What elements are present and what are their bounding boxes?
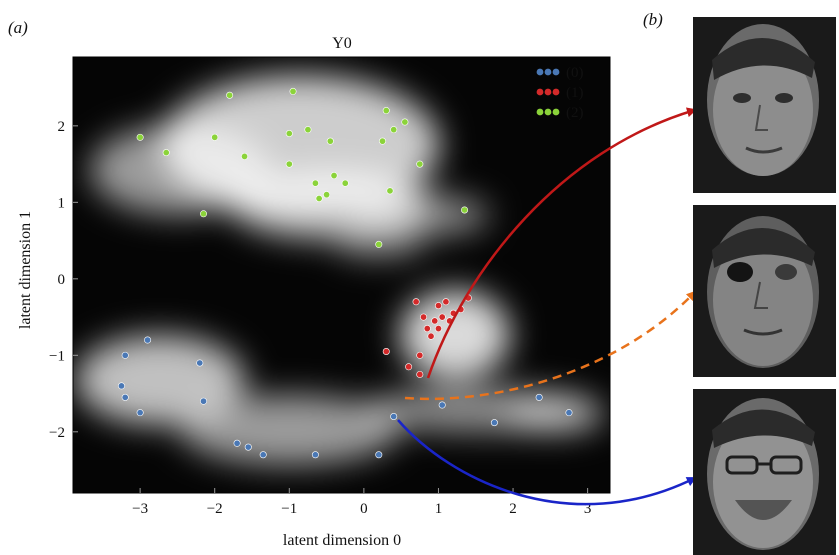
series-2-point	[311, 179, 319, 187]
series-1-point	[382, 347, 390, 355]
legend-marker-1	[552, 88, 560, 96]
series-1-point	[420, 313, 428, 321]
x-tick-label: 3	[584, 501, 592, 517]
series-1-point	[405, 363, 413, 371]
legend: (0) (1) (2)	[536, 65, 584, 121]
series-2-point	[289, 87, 297, 95]
legend-marker-2	[536, 108, 544, 116]
series-1-point	[427, 332, 435, 340]
series-2-point	[326, 137, 334, 145]
series-1-point	[434, 325, 442, 333]
series-0-point	[490, 419, 498, 427]
series-1-point	[416, 351, 424, 359]
series-0-point	[375, 451, 383, 459]
face-photo-2	[693, 205, 836, 377]
series-2-point	[162, 149, 170, 157]
series-0-point	[196, 359, 204, 367]
chart-title: Y0	[332, 35, 352, 52]
x-tick-label: −2	[207, 501, 223, 517]
x-tick-label: 2	[509, 501, 517, 517]
x-tick-label: 0	[360, 501, 368, 517]
series-0-point	[144, 336, 152, 344]
face-photo-1	[693, 17, 836, 193]
legend-marker-1	[536, 88, 544, 96]
y-tick-label: 1	[58, 195, 66, 211]
series-2-point	[341, 179, 349, 187]
heatmap-background	[72, 56, 611, 494]
legend-marker-0	[552, 68, 560, 76]
red-arrow	[426, 107, 697, 379]
legend-marker-0	[536, 68, 544, 76]
series-0-point	[565, 409, 573, 417]
series-0-point	[121, 393, 129, 401]
series-0-point	[136, 409, 144, 417]
series-1-point	[412, 298, 420, 306]
series-0-point	[438, 401, 446, 409]
legend-label-0: (0)	[566, 65, 584, 81]
y-axis-ticks: −2 −1 0 1 2	[49, 119, 78, 441]
face-photo-3	[693, 389, 836, 555]
series-0-point	[244, 443, 252, 451]
series-2-point	[285, 129, 293, 137]
series-2-point	[285, 160, 293, 168]
series-2-point	[211, 133, 219, 141]
series-0-point	[535, 393, 543, 401]
legend-marker-2	[552, 108, 560, 116]
blue-arrow	[397, 419, 697, 506]
x-tick-label: 1	[435, 501, 443, 517]
orange-dashed-arrow	[404, 290, 697, 401]
series-2-point	[323, 191, 331, 199]
legend-marker-2	[544, 108, 552, 116]
series-2-point	[386, 187, 394, 195]
y-tick-label: −2	[49, 425, 65, 441]
series-2-point	[382, 107, 390, 115]
y-tick-label: −1	[49, 348, 65, 364]
panel-b-label: (b)	[643, 10, 663, 29]
series-2-point	[416, 160, 424, 168]
series-0-point	[390, 413, 398, 421]
series-2-point	[304, 126, 312, 134]
series-0-point	[121, 351, 129, 359]
series-2-point	[315, 195, 323, 203]
x-axis-ticks: −3 −2 −1 0 1 2 3	[132, 488, 591, 517]
series-2-point	[241, 152, 249, 160]
series-2-point	[200, 210, 208, 218]
series-2-point	[375, 240, 383, 248]
x-axis-label: latent dimension 0	[283, 532, 401, 549]
series-1-point	[442, 298, 450, 306]
legend-label-1: (1)	[566, 85, 584, 101]
series-2-point	[401, 118, 409, 126]
series-0-point	[311, 451, 319, 459]
series-2-point	[136, 133, 144, 141]
legend-label-2: (2)	[566, 105, 584, 121]
legend-marker-0	[544, 68, 552, 76]
series-0-point	[117, 382, 125, 390]
series-0-point	[200, 397, 208, 405]
series-2-point	[330, 172, 338, 180]
series-1-point	[423, 325, 431, 333]
legend-marker-1	[544, 88, 552, 96]
series-2-point	[461, 206, 469, 214]
series-1-point	[434, 302, 442, 310]
x-tick-label: −1	[281, 501, 297, 517]
series-1-point	[438, 313, 446, 321]
series-0-point	[259, 451, 267, 459]
series-2-point	[226, 91, 234, 99]
y-tick-label: 0	[58, 272, 66, 288]
series-2-point	[379, 137, 387, 145]
y-axis-label: latent dimension 1	[17, 211, 34, 329]
series-2-point	[390, 126, 398, 134]
series-1-point	[416, 370, 424, 378]
series-0-point	[233, 439, 241, 447]
panel-a-label: (a)	[8, 18, 28, 37]
y-tick-label: 2	[58, 119, 66, 135]
x-tick-label: −3	[132, 501, 148, 517]
series-1-point	[431, 317, 439, 325]
